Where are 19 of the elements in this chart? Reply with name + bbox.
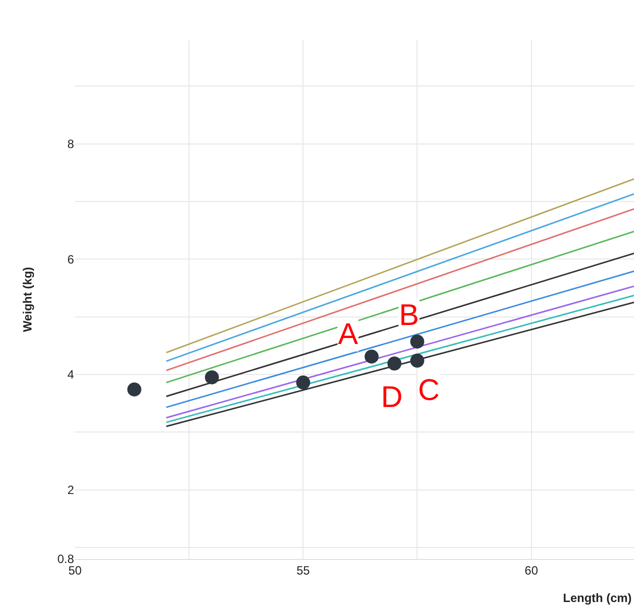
annotation: D xyxy=(381,381,403,414)
x-axis-title: Length (cm) xyxy=(563,591,632,605)
annotation: C xyxy=(418,374,440,407)
point xyxy=(204,370,219,384)
y-tick-label: 6 xyxy=(67,252,74,266)
point xyxy=(127,382,142,396)
x-tick-label: 60 xyxy=(524,563,538,578)
y-axis-title: Weight (kg) xyxy=(20,266,35,332)
annotation: B xyxy=(399,299,420,332)
annotation: A xyxy=(338,318,358,351)
y-tick-label: 8 xyxy=(67,137,74,151)
point xyxy=(410,354,424,368)
x-tick-label: 55 xyxy=(296,563,310,578)
point xyxy=(387,356,402,371)
y-tick-label: 2 xyxy=(67,483,74,497)
y-tick-label: 4 xyxy=(67,368,74,382)
point xyxy=(410,334,424,349)
point xyxy=(296,376,310,390)
point xyxy=(364,350,379,364)
